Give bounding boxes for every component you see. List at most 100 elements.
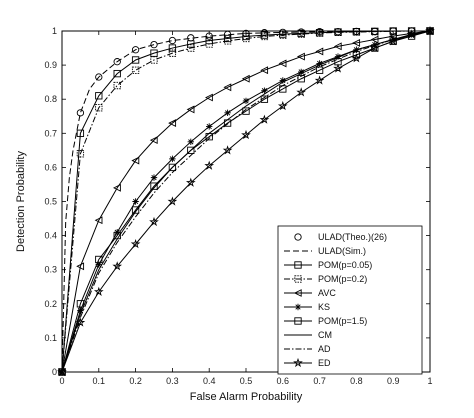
x-tick-label: 0.7 [313,376,326,386]
legend-item: POM(p=0.2) [284,274,367,284]
series-avc-point [168,119,177,127]
series-avc-point [204,93,213,102]
legend-marker-sample [294,303,302,311]
x-tick-label: 0.1 [93,376,106,386]
series-pom-p-1-5-point [150,182,158,190]
series-ks-point [279,77,286,84]
legend-label: POM(p=1.5) [318,316,367,326]
legend-item: ED [284,357,331,368]
series-ed-point [185,177,196,187]
series-pom-p-1-5-point [76,300,85,308]
x-tick-label: 0.3 [166,376,179,386]
x-tick-label: 0.6 [277,376,290,386]
x-tick-label: 0.2 [129,376,142,386]
series-avc-point [352,39,361,47]
series-ks-point [169,155,176,163]
series-ad [61,30,431,373]
series-pom-p-0-05-point [223,34,232,43]
series-pom-p-0-2-point [113,81,121,90]
series-ks-point [298,68,305,76]
series-ed-line [61,30,431,373]
series-avc-point [112,183,121,192]
series-ed-point [296,87,307,97]
series-pom-p-1-5-line [61,30,431,373]
series-ks-point [150,174,158,181]
series-ks-point [334,53,342,60]
legend-item: ULAD(Sim.) [284,246,366,256]
legend-item: KS [284,302,330,312]
legend-marker-sample [293,357,303,368]
series-ed-point [149,216,159,227]
series-ed-point [406,29,417,39]
series-avc-point [186,105,195,114]
series-ks-point [77,307,84,314]
series-pom-p-0-2-point [315,29,324,37]
series-pom-p-0-2-line [61,30,430,373]
series-ks-point [261,87,268,94]
y-tick-label: 0.8 [44,94,57,104]
series-pom-p-0-2-point [187,44,195,52]
series-ed [57,25,435,377]
y-tick-label: 0.2 [44,299,57,309]
series-pom-p-0-05-point [168,44,177,52]
series-pom-p-0-05-point [113,69,121,78]
series-ks-point [95,261,102,268]
legend: ULAD(Theo.)(26) ULAD(Sim.) POM(p=0.05) POM(… [277,225,423,375]
series-pom-p-1-5-point [187,146,195,154]
x-tick-label: 0.5 [240,376,253,386]
x-tick-label: 1 [427,376,432,386]
series-ad-line [61,30,431,373]
x-tick-label: 0 [59,376,64,386]
legend-item: ULAD(Theo.)(26) [294,232,387,242]
y-axis-label: Detection Probability [15,151,27,252]
legend-item: POM(p=0.05) [284,260,372,270]
y-tick-label: 0.9 [44,60,57,70]
series-ed-point [259,114,270,124]
series-avc-line [61,30,431,373]
legend-item: POM(p=1.5) [284,316,367,326]
series-ks-point [206,123,213,130]
ticks-layer: 0 0.1 0.2 0.3 0.4 0.5 0.6 0.7 0.8 0.9 1 0 0.1 0.2 0.3 0… [44,26,432,386]
series-avc-point [296,52,305,61]
series-pom-p-0-2-point [205,40,213,48]
series-cm [61,30,431,373]
legend-label: ED [318,358,331,368]
legend-label: CM [318,330,332,340]
series-ed-point [112,261,123,271]
y-tick-label: 0 [52,367,57,377]
legend-label: AVC [318,288,336,298]
series-avc-point [260,66,269,75]
series-pom-p-0-2-point [334,28,342,37]
series-ulad-theo-26-point [76,109,85,117]
series-pom-p-0-05-point [187,40,195,48]
series-ks-point [187,138,194,146]
series-ks-point [132,198,139,205]
series-ed-point [222,145,233,155]
series-avc-point [223,83,232,92]
series-ed-point [130,239,141,249]
series-avc-point [131,156,140,165]
series-ed-point [204,160,215,170]
series-ed-point [369,42,380,53]
x-tick-label: 0.4 [203,376,216,386]
legend-marker-sample [293,289,302,297]
series-avc-point [241,74,250,83]
series-avc-point [315,47,324,56]
series-ed-point [277,100,288,111]
series-ed-point [388,36,399,46]
y-tick-label: 0.7 [44,128,57,138]
legend-label: POM(p=0.2) [318,274,367,284]
series-pom-p-0-05-point [131,56,140,64]
series-pom-p-1-5-point [95,255,103,264]
series-ed-point [167,196,178,206]
series-ks-point [224,109,231,117]
series-pom-p-0-2-point [223,37,232,45]
series-avc-point [94,216,103,225]
series-ed-point [351,53,362,63]
series-pom-p-1-5-point [297,75,305,83]
legend-marker-sample [294,317,302,325]
x-axis-label: False Alarm Probability [190,391,303,403]
legend-item: AD [284,344,331,354]
series-cm-line [61,30,431,373]
